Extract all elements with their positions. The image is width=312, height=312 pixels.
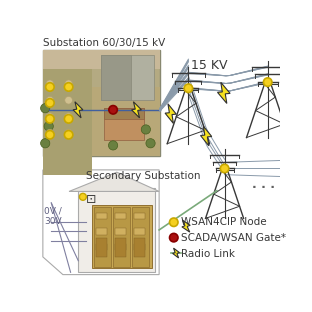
Circle shape — [109, 141, 118, 150]
Circle shape — [46, 113, 54, 120]
Circle shape — [46, 96, 54, 104]
Bar — [132, 207, 149, 267]
Bar — [104, 108, 144, 119]
Bar — [115, 213, 126, 219]
Text: Radio Link: Radio Link — [182, 249, 236, 259]
Circle shape — [46, 130, 54, 139]
Circle shape — [184, 84, 193, 92]
Text: WSAN4CIP Node: WSAN4CIP Node — [182, 217, 267, 227]
Bar — [115, 238, 126, 257]
Circle shape — [65, 129, 72, 137]
Bar — [104, 108, 144, 140]
Circle shape — [141, 125, 150, 134]
Circle shape — [146, 139, 155, 148]
Circle shape — [64, 130, 73, 139]
Bar — [96, 238, 107, 257]
Text: · · ·: · · · — [251, 181, 275, 194]
Bar — [92, 205, 152, 268]
Bar — [92, 87, 160, 156]
Bar — [113, 207, 130, 267]
Text: ⊡: ⊡ — [86, 193, 96, 206]
Text: Secondary Substation: Secondary Substation — [86, 171, 201, 181]
Bar — [43, 50, 160, 69]
Polygon shape — [132, 102, 141, 118]
Bar — [96, 213, 107, 219]
Polygon shape — [43, 170, 159, 275]
Text: 0V /
30V: 0V / 30V — [44, 207, 62, 226]
Bar — [115, 244, 126, 250]
Polygon shape — [217, 82, 230, 104]
Circle shape — [46, 80, 54, 88]
Circle shape — [46, 115, 54, 123]
Bar — [101, 55, 154, 100]
Bar — [94, 207, 111, 267]
Circle shape — [41, 104, 50, 113]
Polygon shape — [201, 126, 212, 146]
Bar — [96, 228, 107, 235]
Text: 15 KV: 15 KV — [191, 59, 227, 72]
Circle shape — [169, 233, 178, 242]
Bar — [134, 213, 145, 219]
Polygon shape — [173, 248, 180, 258]
Polygon shape — [73, 102, 83, 118]
Bar — [115, 228, 126, 235]
Circle shape — [109, 105, 117, 114]
Circle shape — [80, 193, 86, 200]
Circle shape — [44, 122, 53, 131]
Text: SCADA/WSAN Gate*: SCADA/WSAN Gate* — [182, 233, 286, 243]
Circle shape — [46, 83, 54, 91]
Polygon shape — [165, 104, 176, 124]
Bar — [78, 188, 155, 272]
Bar — [134, 238, 145, 257]
Circle shape — [64, 115, 73, 123]
Circle shape — [169, 218, 178, 227]
Bar — [96, 244, 107, 250]
Text: Substation 60/30/15 kV: Substation 60/30/15 kV — [43, 38, 165, 48]
Circle shape — [41, 139, 50, 148]
Bar — [43, 69, 92, 175]
Circle shape — [64, 83, 73, 91]
Circle shape — [46, 99, 54, 107]
Polygon shape — [69, 172, 159, 192]
Circle shape — [65, 113, 72, 120]
Circle shape — [263, 78, 272, 86]
Bar — [134, 228, 145, 235]
Circle shape — [220, 164, 229, 173]
Circle shape — [65, 96, 72, 104]
Bar — [101, 55, 131, 100]
Circle shape — [46, 129, 54, 137]
Bar — [43, 50, 160, 156]
Polygon shape — [182, 220, 190, 232]
Bar — [134, 244, 145, 250]
Circle shape — [65, 80, 72, 88]
